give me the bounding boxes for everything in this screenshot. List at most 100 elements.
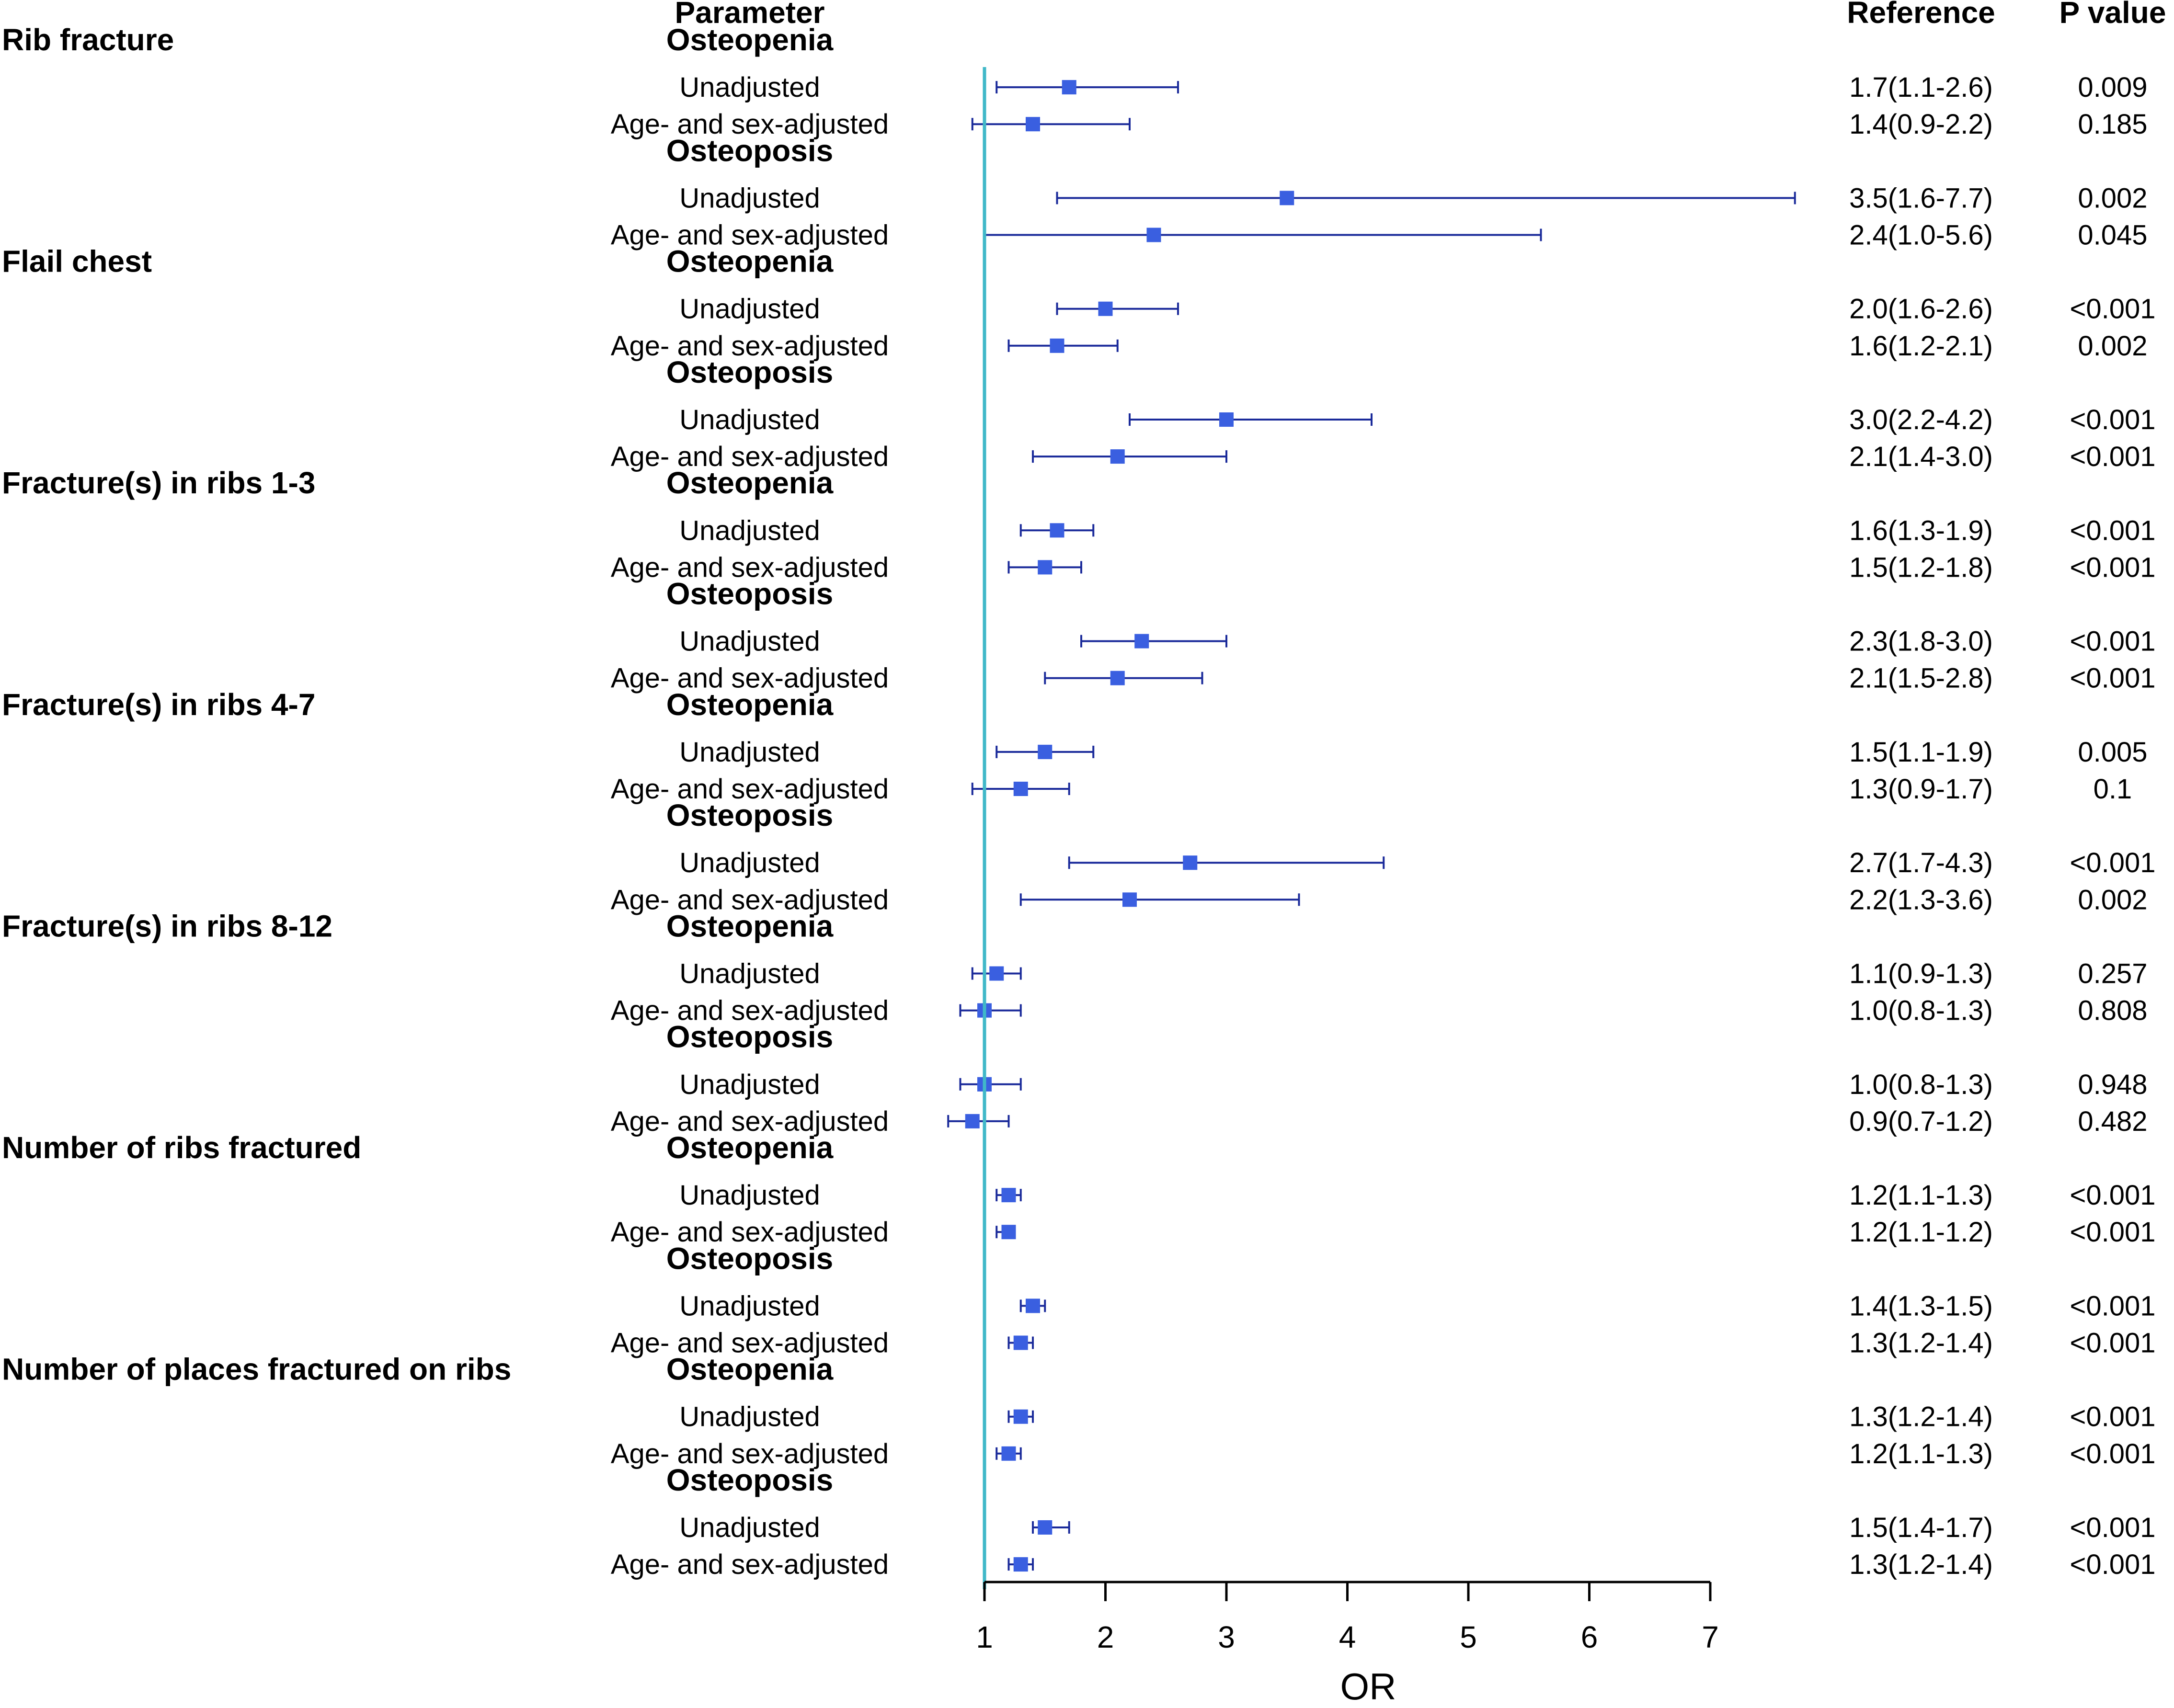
row-label: Age- and sex-adjusted	[611, 663, 889, 694]
row-label: Unadjusted	[679, 1290, 820, 1321]
reference-value: 1.5(1.4-1.7)	[1849, 1512, 1993, 1543]
subgroup-title: Osteopenia	[666, 466, 834, 500]
row-label: Unadjusted	[679, 1512, 820, 1543]
p-value: <0.001	[2070, 1217, 2155, 1248]
row-label: Age- and sex-adjusted	[611, 774, 889, 805]
p-value: <0.001	[2070, 1290, 2155, 1321]
reference-value: 1.3(1.2-1.4)	[1849, 1549, 1993, 1580]
header-parameter: Parameter	[675, 0, 824, 30]
reference-value: 2.7(1.7-4.3)	[1849, 847, 1993, 878]
p-value: 0.948	[2078, 1069, 2147, 1100]
group-title: Fracture(s) in ribs 1-3	[2, 466, 315, 500]
p-value: 0.009	[2078, 72, 2147, 103]
reference-value: 1.7(1.1-2.6)	[1849, 72, 1993, 103]
subgroup-title: Osteoposis	[666, 577, 834, 611]
reference-value: 1.1(0.9-1.3)	[1849, 958, 1993, 990]
row-label: Age- and sex-adjusted	[611, 884, 889, 915]
row-label: Age- and sex-adjusted	[611, 109, 889, 140]
reference-value: 1.2(1.1-1.3)	[1849, 1180, 1993, 1211]
or-point-marker	[1026, 1298, 1040, 1313]
header-reference: Reference	[1847, 0, 1995, 30]
reference-value: 2.3(1.8-3.0)	[1849, 626, 1993, 657]
p-value: 0.482	[2078, 1106, 2147, 1137]
or-point-marker	[1038, 744, 1053, 759]
or-point-marker	[1013, 782, 1028, 796]
or-point-marker	[1001, 1188, 1016, 1203]
row-label: Age- and sex-adjusted	[611, 552, 889, 583]
or-point-marker	[1050, 523, 1064, 538]
p-value: 0.185	[2078, 109, 2147, 140]
reference-value: 1.0(0.8-1.3)	[1849, 995, 1993, 1026]
p-value: <0.001	[2070, 404, 2155, 435]
reference-value: 2.4(1.0-5.6)	[1849, 220, 1993, 251]
subgroup-title: Osteopenia	[666, 687, 834, 722]
subgroup-title: Osteopenia	[666, 244, 834, 279]
or-point-marker	[1062, 80, 1076, 95]
reference-value: 1.6(1.3-1.9)	[1849, 515, 1993, 546]
header-pvalue: P value	[2060, 0, 2166, 30]
or-point-marker	[1183, 855, 1198, 870]
reference-value: 1.0(0.8-1.3)	[1849, 1069, 1993, 1100]
or-point-marker	[1110, 449, 1125, 464]
x-tick-label: 3	[1218, 1620, 1235, 1654]
p-value: <0.001	[2070, 1328, 2155, 1359]
p-value: 0.002	[2078, 884, 2147, 915]
row-label: Age- and sex-adjusted	[611, 1106, 889, 1137]
reference-value: 1.5(1.1-1.9)	[1849, 737, 1993, 768]
or-point-marker	[1026, 117, 1040, 132]
group-title: Rib fracture	[2, 23, 174, 57]
row-label: Unadjusted	[679, 294, 820, 325]
subgroup-title: Osteopenia	[666, 1130, 834, 1165]
row-label: Unadjusted	[679, 1401, 820, 1433]
p-value: 0.808	[2078, 995, 2147, 1026]
p-value: <0.001	[2070, 1512, 2155, 1543]
group-title: Number of places fractured on ribs	[2, 1352, 511, 1387]
row-label: Unadjusted	[679, 1069, 820, 1100]
x-tick-label: 1	[976, 1620, 993, 1654]
row-label: Age- and sex-adjusted	[611, 995, 889, 1026]
rows-layer: Rib fracture Osteopenia Unadjusted 1.7(1.1-…	[2, 23, 2156, 1589]
p-value: 0.1	[2094, 774, 2132, 805]
p-value: 0.257	[2078, 958, 2147, 990]
subgroup-title: Osteoposis	[666, 133, 834, 168]
subgroup-title: Osteopenia	[666, 909, 834, 943]
p-value: <0.001	[2070, 1180, 2155, 1211]
x-axis-label: OR	[1340, 1665, 1396, 1708]
subgroup-title: Osteoposis	[666, 1241, 834, 1275]
p-value: 0.002	[2078, 182, 2147, 214]
row-label: Age- and sex-adjusted	[611, 1217, 889, 1248]
p-value: <0.001	[2070, 515, 2155, 546]
p-value: <0.001	[2070, 847, 2155, 878]
reference-value: 1.3(1.2-1.4)	[1849, 1401, 1993, 1433]
reference-value: 1.5(1.2-1.8)	[1849, 552, 1993, 583]
reference-value: 2.0(1.6-2.6)	[1849, 294, 1993, 325]
group-title: Fracture(s) in ribs 4-7	[2, 687, 315, 722]
row-label: Unadjusted	[679, 958, 820, 990]
row-label: Unadjusted	[679, 72, 820, 103]
row-label: Unadjusted	[679, 404, 820, 435]
subgroup-title: Osteoposis	[666, 355, 834, 389]
group-title: Fracture(s) in ribs 8-12	[2, 909, 332, 943]
row-label: Age- and sex-adjusted	[611, 330, 889, 362]
or-point-marker	[1001, 1225, 1016, 1240]
reference-value: 1.3(0.9-1.7)	[1849, 774, 1993, 805]
reference-value: 3.0(2.2-4.2)	[1849, 404, 1993, 435]
or-point-marker	[1098, 301, 1113, 316]
or-point-marker	[1050, 338, 1064, 353]
or-point-marker	[1219, 412, 1234, 427]
x-tick-label: 6	[1581, 1620, 1598, 1654]
or-point-marker	[1122, 892, 1137, 907]
or-point-marker	[1013, 1335, 1028, 1350]
x-axis: 1 2 3 4 5 6 7	[976, 1581, 1719, 1654]
p-value: 0.002	[2078, 330, 2147, 362]
reference-value: 1.4(0.9-2.2)	[1849, 109, 1993, 140]
p-value: <0.001	[2070, 663, 2155, 694]
x-tick-label: 5	[1460, 1620, 1477, 1654]
reference-value: 3.5(1.6-7.7)	[1849, 182, 1993, 214]
reference-value: 2.2(1.3-3.6)	[1849, 884, 1993, 915]
reference-value: 1.4(1.3-1.5)	[1849, 1290, 1993, 1321]
x-tick-label: 2	[1097, 1620, 1114, 1654]
p-value: <0.001	[2070, 294, 2155, 325]
or-point-marker	[1280, 191, 1294, 205]
or-point-marker	[965, 1114, 980, 1128]
